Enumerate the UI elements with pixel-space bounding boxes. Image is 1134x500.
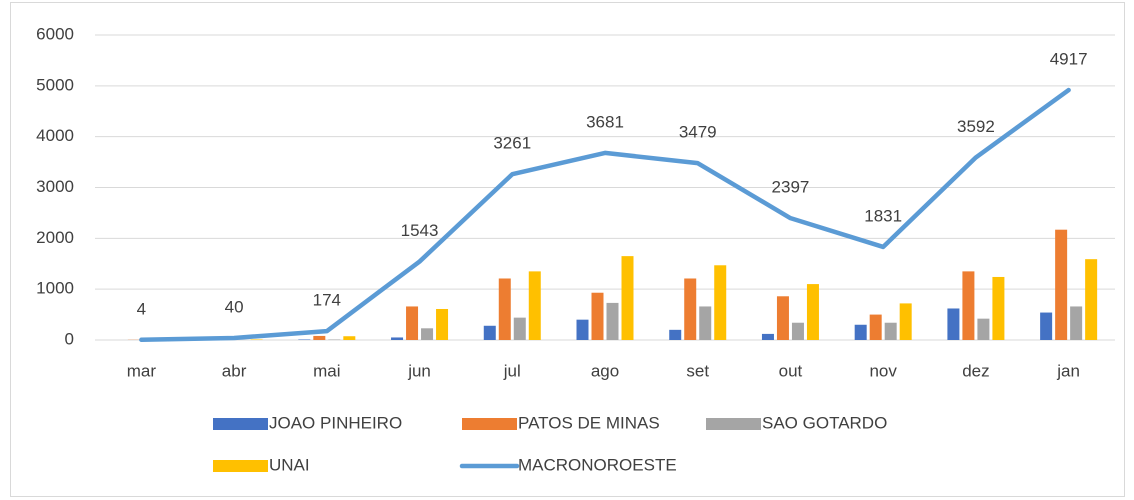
x-tick-label: jan bbox=[1056, 361, 1080, 380]
bar bbox=[806, 284, 819, 340]
line bbox=[139, 87, 1071, 343]
bar bbox=[884, 322, 897, 340]
data-label: 174 bbox=[313, 291, 341, 310]
bar bbox=[854, 324, 867, 340]
bar bbox=[483, 325, 496, 340]
bar bbox=[328, 339, 341, 340]
legend-swatch bbox=[213, 418, 268, 430]
bar bbox=[436, 308, 449, 340]
x-tick-label: abr bbox=[222, 361, 247, 380]
data-label: 1543 bbox=[401, 221, 439, 240]
bar bbox=[791, 322, 804, 340]
bar bbox=[962, 271, 975, 340]
bar bbox=[591, 292, 604, 340]
y-tick-label: 5000 bbox=[36, 75, 74, 94]
legend-label: PATOS DE MINAS bbox=[518, 413, 660, 432]
legend-label: JOAO PINHEIRO bbox=[269, 413, 402, 432]
bar bbox=[1070, 306, 1083, 340]
legend-label: UNAI bbox=[269, 455, 310, 474]
data-label: 40 bbox=[225, 297, 244, 316]
x-tick-label: jun bbox=[407, 361, 431, 380]
bar bbox=[1040, 312, 1053, 340]
y-tick-label: 1000 bbox=[36, 279, 74, 298]
bar bbox=[714, 265, 727, 340]
legend-label: MACRONOROESTE bbox=[518, 455, 677, 474]
data-label: 3592 bbox=[957, 117, 995, 136]
data-label: 1831 bbox=[864, 206, 902, 225]
data-label: 2397 bbox=[772, 178, 810, 197]
data-label: 4917 bbox=[1050, 50, 1088, 69]
bar bbox=[684, 278, 697, 340]
bar bbox=[621, 256, 634, 340]
y-tick-label: 6000 bbox=[36, 24, 74, 43]
bar bbox=[869, 314, 882, 340]
x-tick-label: mar bbox=[127, 361, 157, 380]
x-tick-label: set bbox=[686, 361, 709, 380]
bar bbox=[406, 306, 419, 340]
y-tick-label: 2000 bbox=[36, 228, 74, 247]
bar bbox=[977, 318, 990, 340]
bar bbox=[576, 319, 589, 340]
bar bbox=[498, 278, 511, 340]
x-tick-label: out bbox=[779, 361, 803, 380]
x-tick-label: jul bbox=[503, 361, 521, 380]
y-tick-label: 3000 bbox=[36, 177, 74, 196]
x-tick-label: ago bbox=[591, 361, 619, 380]
data-label: 3681 bbox=[586, 112, 624, 131]
legend-swatch bbox=[213, 460, 268, 472]
x-tick-label: dez bbox=[962, 361, 989, 380]
bar bbox=[1085, 259, 1098, 340]
bar bbox=[313, 335, 326, 340]
bar bbox=[699, 306, 712, 340]
legend-label: SAO GOTARDO bbox=[762, 413, 887, 432]
x-tick-label: mai bbox=[313, 361, 340, 380]
bar bbox=[343, 336, 356, 340]
y-tick-label: 0 bbox=[65, 329, 74, 348]
bar bbox=[992, 276, 1005, 340]
y-tick-label: 4000 bbox=[36, 126, 74, 145]
bar bbox=[606, 302, 619, 340]
chart-border bbox=[10, 2, 1125, 497]
data-label: 3479 bbox=[679, 123, 717, 142]
bar bbox=[513, 317, 526, 340]
bar bbox=[947, 308, 960, 340]
bar bbox=[899, 303, 912, 340]
bar bbox=[761, 333, 774, 340]
bar bbox=[1055, 229, 1068, 340]
bar bbox=[669, 329, 682, 340]
bar bbox=[298, 339, 311, 340]
legend-swatch bbox=[462, 418, 517, 430]
x-tick-label: nov bbox=[869, 361, 897, 380]
legend-swatch bbox=[706, 418, 761, 430]
data-label: 4 bbox=[137, 299, 146, 318]
bar bbox=[776, 296, 789, 340]
bar bbox=[421, 328, 434, 340]
bar bbox=[250, 339, 263, 340]
bar bbox=[391, 337, 404, 340]
data-label: 3261 bbox=[493, 134, 531, 153]
bar bbox=[528, 271, 541, 340]
